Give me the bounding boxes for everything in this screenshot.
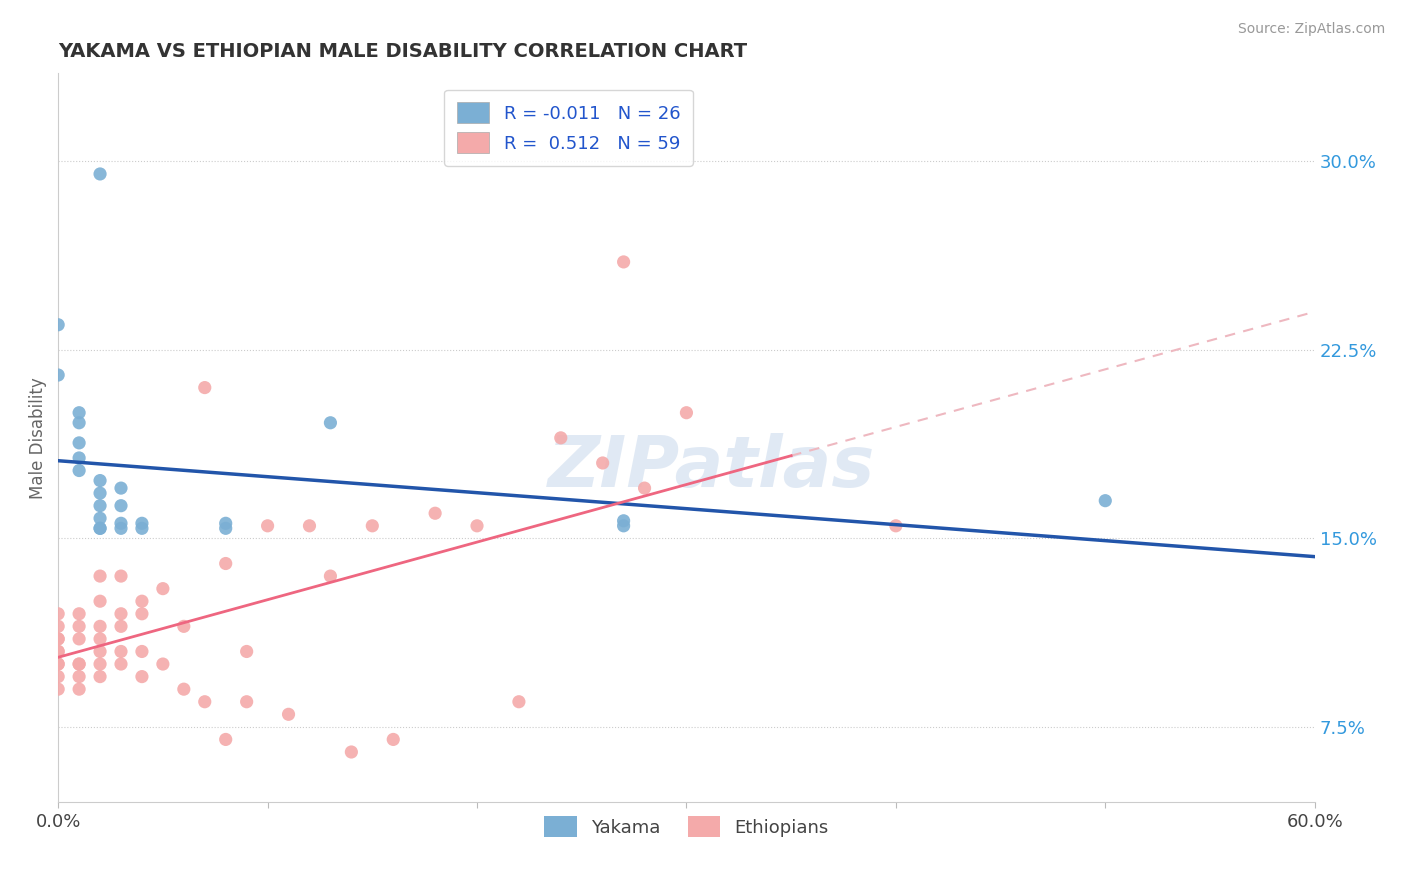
Point <box>46 368 69 382</box>
Point <box>67 416 90 430</box>
Point <box>67 657 90 671</box>
Point <box>131 607 153 621</box>
Point <box>46 657 69 671</box>
Point <box>46 682 69 697</box>
Point <box>884 518 907 533</box>
Point <box>465 518 488 533</box>
Text: Source: ZipAtlas.com: Source: ZipAtlas.com <box>1237 22 1385 37</box>
Point <box>67 619 90 633</box>
Point <box>67 607 90 621</box>
Point <box>613 255 636 269</box>
Text: YAKAMA VS ETHIOPIAN MALE DISABILITY CORRELATION CHART: YAKAMA VS ETHIOPIAN MALE DISABILITY CORR… <box>58 42 748 61</box>
Point <box>46 619 69 633</box>
Text: ZIPatlas: ZIPatlas <box>548 433 876 501</box>
Point <box>67 670 90 684</box>
Point <box>46 632 69 646</box>
Point <box>110 481 132 495</box>
Point <box>67 450 90 465</box>
Point <box>67 657 90 671</box>
Point <box>110 569 132 583</box>
Point <box>215 557 238 571</box>
Point <box>277 707 299 722</box>
Point <box>235 644 257 658</box>
Point <box>89 657 111 671</box>
Point <box>215 516 238 531</box>
Y-axis label: Male Disability: Male Disability <box>30 377 46 499</box>
Point <box>89 486 111 500</box>
Point <box>67 406 90 420</box>
Point <box>361 518 384 533</box>
Point <box>131 516 153 531</box>
Point <box>256 518 278 533</box>
Point <box>89 632 111 646</box>
Point <box>131 644 153 658</box>
Point <box>152 582 174 596</box>
Point <box>592 456 614 470</box>
Point <box>89 619 111 633</box>
Point <box>319 416 342 430</box>
Point <box>675 406 697 420</box>
Point <box>89 167 111 181</box>
Point <box>340 745 363 759</box>
Point <box>633 481 655 495</box>
Point <box>89 670 111 684</box>
Point <box>89 644 111 658</box>
Point <box>131 670 153 684</box>
Point <box>110 499 132 513</box>
Point <box>46 644 69 658</box>
Point <box>131 521 153 535</box>
Point <box>173 682 195 697</box>
Point <box>194 695 217 709</box>
Point <box>110 521 132 535</box>
Point <box>298 518 321 533</box>
Point <box>46 607 69 621</box>
Point <box>508 695 530 709</box>
Point <box>173 619 195 633</box>
Point <box>613 518 636 533</box>
Point <box>152 657 174 671</box>
Point <box>67 682 90 697</box>
Point <box>1094 493 1116 508</box>
Point <box>131 594 153 608</box>
Point <box>46 632 69 646</box>
Point <box>46 657 69 671</box>
Point <box>613 514 636 528</box>
Point <box>215 732 238 747</box>
Point <box>110 619 132 633</box>
Point <box>382 732 405 747</box>
Point <box>89 511 111 525</box>
Point <box>67 632 90 646</box>
Point <box>319 569 342 583</box>
Point <box>67 435 90 450</box>
Point <box>89 499 111 513</box>
Point <box>110 657 132 671</box>
Point <box>550 431 572 445</box>
Point <box>89 521 111 535</box>
Point <box>89 594 111 608</box>
Point <box>46 318 69 332</box>
Point <box>110 607 132 621</box>
Point <box>110 516 132 531</box>
Point <box>215 521 238 535</box>
Legend: Yakama, Ethiopians: Yakama, Ethiopians <box>537 809 837 844</box>
Point <box>67 463 90 477</box>
Point <box>46 644 69 658</box>
Point <box>194 381 217 395</box>
Point <box>235 695 257 709</box>
Point <box>423 506 446 520</box>
Point <box>89 569 111 583</box>
Point <box>46 670 69 684</box>
Point <box>89 521 111 535</box>
Point <box>110 644 132 658</box>
Point <box>89 474 111 488</box>
